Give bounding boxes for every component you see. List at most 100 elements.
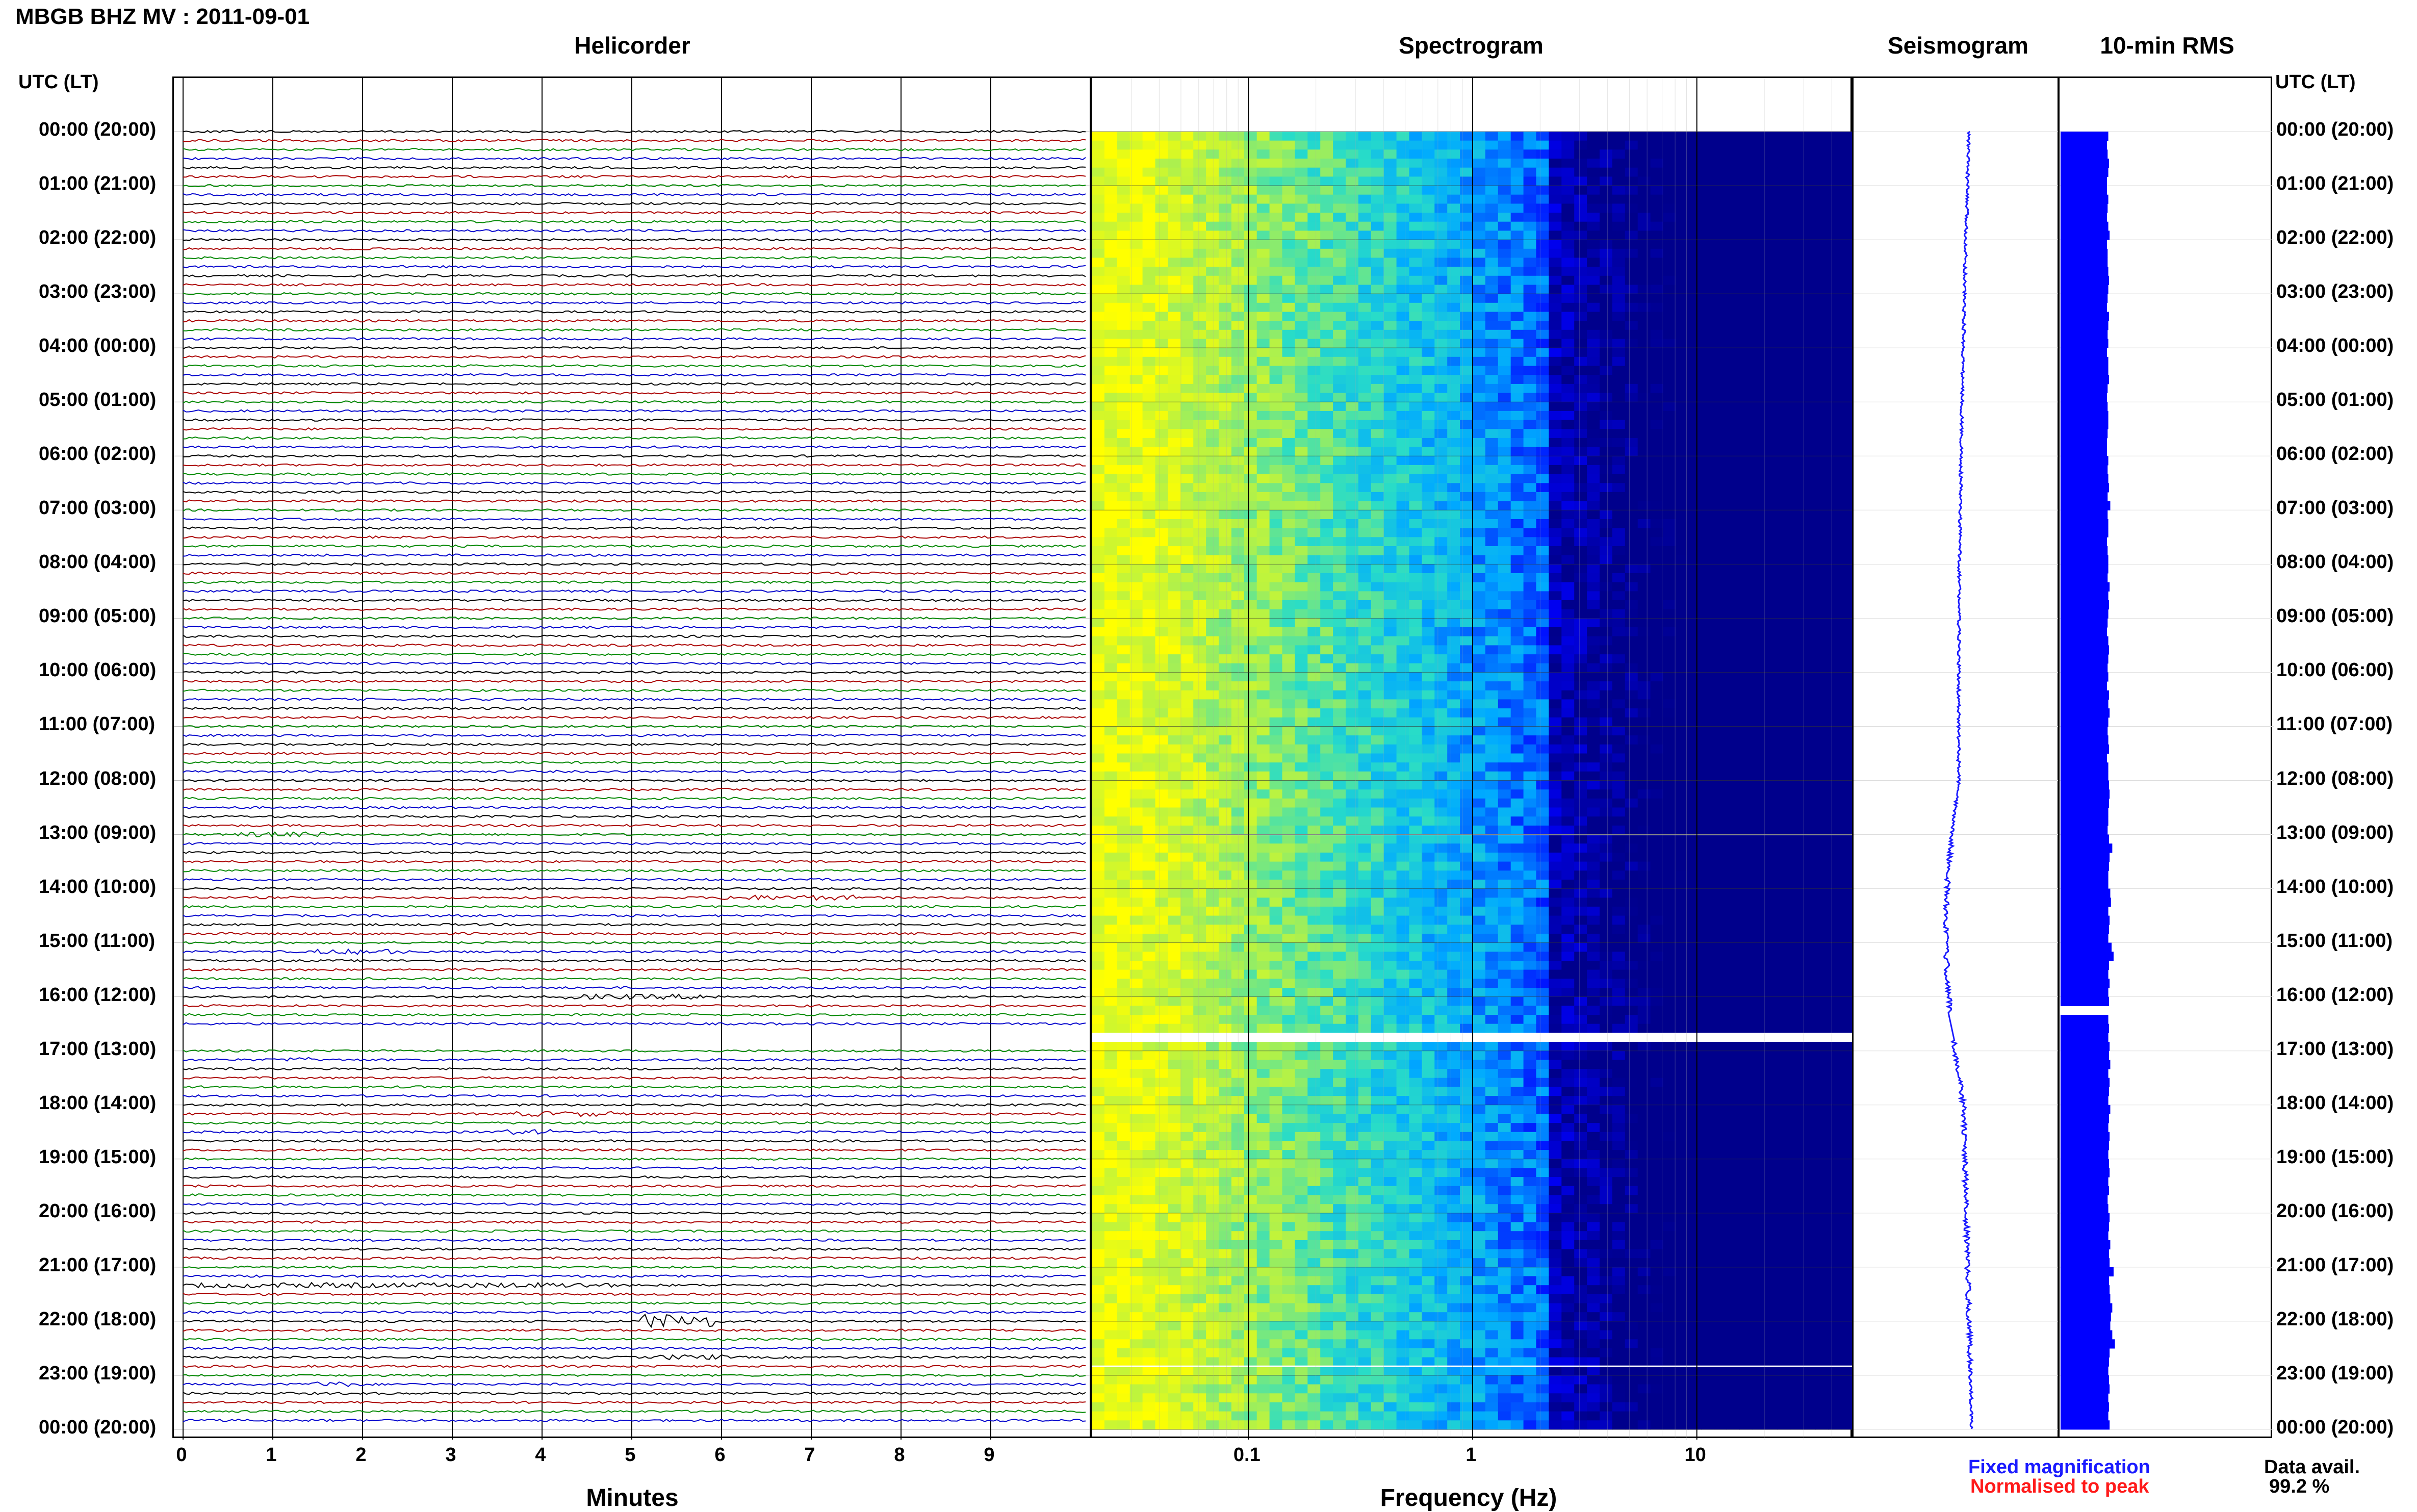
spectrogram-cell [1384,627,1397,636]
spectrogram-cell [1193,303,1206,312]
spectrogram-cell [1714,591,1727,600]
spectrogram-cell [1270,141,1283,150]
spectrogram-cell [1371,799,1384,808]
spectrogram-cell [1219,456,1232,465]
spectrogram-cell [1434,789,1448,799]
spectrogram-cell [1739,203,1753,213]
spectrogram-cell [1625,564,1638,573]
spectrogram-cell [1295,717,1308,727]
spectrogram-cell [1524,835,1537,844]
spectrogram-cell [1180,141,1194,150]
spectrogram-cell [1587,654,1600,663]
spectrogram-cell [1803,609,1816,619]
spectrogram-cell [1320,321,1333,330]
spectrogram-cell [1663,582,1677,592]
spectrogram-cell [1143,690,1156,700]
spectrogram-cell [1803,663,1816,673]
spectrogram-cell [1688,438,1702,447]
spectrogram-cell [1549,546,1562,555]
spectrogram-cell [1295,438,1308,447]
spectrogram-cell [1104,203,1118,213]
spectrogram-cell [1549,492,1562,501]
spectrogram-cell [1206,537,1219,546]
spectrogram-cell [1701,582,1714,592]
spectrogram-cell [1193,627,1206,636]
spectrogram-cell [1778,816,1791,826]
spectrogram-cell [1815,717,1829,727]
spectrogram-cell [1485,663,1499,673]
spectrogram-cell [1524,600,1537,609]
spectrogram-cell [1600,447,1613,456]
spectrogram-cell [1701,465,1714,474]
spectrogram-cell [1701,681,1714,690]
spectrogram-cell [1688,203,1702,213]
spectrogram-cell [1295,510,1308,519]
spectrogram-cell [1790,141,1804,150]
spectrogram-cell [1511,411,1524,420]
spectrogram-cell [1828,745,1841,754]
spectrogram-cell [1168,411,1181,420]
spectrogram-cell [1193,799,1206,808]
spectrogram-plot [1092,78,1854,1440]
spectrogram-cell [1219,582,1232,592]
spectrogram-cell [1765,213,1778,222]
spectrogram-cell [1688,636,1702,646]
spectrogram-cell [1536,789,1550,799]
spectrogram-cell [1320,303,1333,312]
spectrogram-cell [1676,456,1689,465]
spectrogram-cell [1536,618,1550,627]
spectrogram-cell [1346,672,1359,681]
spectrogram-cell [1688,447,1702,456]
helicorder-trace [183,1329,1086,1331]
spectrogram-cell [1549,411,1562,420]
spectrogram-cell [1549,835,1562,844]
spectrogram-cell [1485,528,1499,537]
spectrogram-cell [1358,402,1372,411]
spectrogram-cell [1561,645,1575,654]
spectrogram-cell [1803,735,1816,745]
spectrogram-cell [1270,474,1283,483]
spectrogram-cell [1473,826,1486,835]
spectrogram-cell [1180,276,1194,285]
spectrogram-cell [1270,681,1283,690]
spectrogram-cell [1168,555,1181,565]
spectrogram-cell [1790,717,1804,727]
spectrogram-cell [1600,330,1613,339]
spectrogram-cell [1676,781,1689,790]
spectrogram-cell [1231,519,1245,528]
spectrogram-cell [1397,393,1410,402]
spectrogram-cell [1180,699,1194,708]
spectrogram-cell [1815,447,1829,456]
spectrogram-cell [1092,447,1105,456]
spectrogram-cell [1460,447,1473,456]
spectrogram-cell [1828,573,1841,582]
spectrogram-cell [1663,843,1677,853]
spectrogram-cell [1549,186,1562,195]
spectrogram-cell [1155,348,1169,357]
spectrogram-cell [1803,203,1816,213]
spectrogram-cell [1739,591,1753,600]
spectrogram-cell [1625,357,1638,366]
spectrogram-cell [1346,582,1359,592]
spectrogram-cell [1384,835,1397,844]
spectrogram-cell [1104,501,1118,510]
spectrogram-cell [1803,303,1816,312]
spectrogram-cell [1257,438,1270,447]
spectrogram-cell [1257,357,1270,366]
spectrogram-cell [1625,781,1638,790]
spectrogram-cell [1612,357,1626,366]
spectrogram-cell [1701,149,1714,159]
spectrogram-cell [1561,393,1575,402]
spectrogram-cell [1244,393,1257,402]
spectrogram-cell [1282,762,1296,772]
spectrogram-cell [1130,429,1143,438]
spectrogram-cell [1219,781,1232,790]
spectrogram-cell [1104,609,1118,619]
spectrogram-cell [1473,348,1486,357]
spectrogram-cell [1625,384,1638,393]
spectrogram-cell [1422,303,1435,312]
spectrogram-cell [1333,456,1346,465]
spectrogram-cell [1828,465,1841,474]
spectrogram-cell [1117,672,1130,681]
spectrogram-cell [1815,663,1829,673]
